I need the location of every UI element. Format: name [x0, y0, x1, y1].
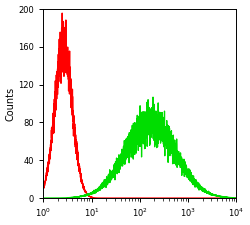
Y-axis label: Counts: Counts	[6, 86, 16, 121]
